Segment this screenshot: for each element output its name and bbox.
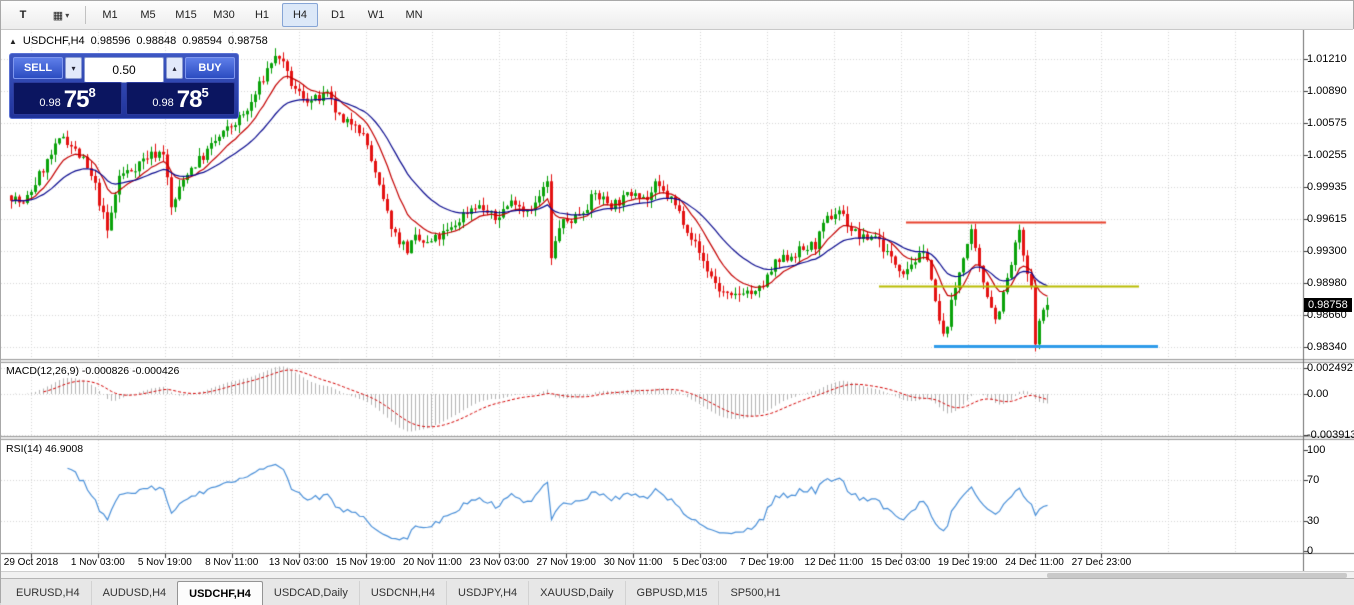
date-axis-label: 30 Nov 11:00 (603, 557, 663, 568)
chart-tab-usdjpy[interactable]: USDJPY,H4 (446, 581, 528, 605)
symbol-ohlc-header: ▲ USDCHF,H4 0.98596 0.98848 0.98594 0.98… (9, 35, 268, 47)
date-axis-label: 15 Nov 19:00 (335, 557, 396, 568)
date-axis-label: 20 Nov 11:00 (403, 557, 462, 568)
chart-tabs-bar: EURUSD,H4 AUDUSD,H4 USDCHF,H4 USDCAD,Daily U… (1, 578, 1354, 605)
date-axis-label: 13 Nov 03:00 (268, 557, 329, 568)
chart-tab-usdchf[interactable]: USDCHF,H4 (177, 581, 263, 605)
buy-price-sup: 5 (201, 85, 209, 100)
chart-tab-audusd[interactable]: AUDUSD,H4 (90, 581, 178, 605)
current-price-badge: 0.98758 (1304, 297, 1352, 312)
price-axis-label: 0.99300 (1307, 244, 1347, 257)
lot-decrease-button[interactable]: ▾ (65, 57, 82, 79)
toolbar: T ▦ ▾ M1 M5 M15 M30 H1 H4 D1 W1 MN (1, 1, 1353, 30)
price-axis-label: 0.98980 (1307, 276, 1347, 289)
chevron-down-icon: ▾ (65, 10, 70, 20)
symbol-name: USDCHF,H4 (22, 35, 85, 47)
chart-canvas[interactable] (1, 29, 1354, 571)
horizontal-scrollbar[interactable] (1, 571, 1354, 579)
date-axis-label: 23 Nov 03:00 (469, 557, 530, 568)
rsi-axis-label: 100 (1307, 444, 1326, 456)
price-axis-label: 1.01210 (1307, 53, 1347, 65)
date-axis-label: 29 Oct 2018 (3, 557, 59, 568)
price-axis-label: 1.00890 (1307, 85, 1347, 98)
chart-tab-usdcad[interactable]: USDCAD,Daily (273, 587, 348, 599)
sell-price-base: 0.98 (39, 97, 61, 109)
timeframe-button-m1[interactable]: M1 (102, 9, 118, 21)
date-axis-label: 7 Dec 19:00 (739, 557, 794, 568)
date-axis-label: 12 Dec 11:00 (804, 557, 864, 568)
price-axis-label: 0.99615 (1307, 212, 1347, 225)
price-axis-label: 1.00575 (1307, 116, 1347, 129)
macd-axis-label: 0.00 (1307, 388, 1329, 400)
lot-increase-button[interactable]: ▴ (166, 57, 183, 79)
price-axis-label: 0.99935 (1307, 180, 1347, 193)
chart-tab-sp500[interactable]: SP500,H1 (718, 581, 791, 605)
date-axis-label: 5 Nov 19:00 (137, 557, 192, 568)
price-axis-label: 1.00255 (1307, 148, 1347, 161)
macd-axis-label: -0.003913 (1307, 428, 1354, 441)
date-axis-label: 5 Dec 03:00 (673, 557, 727, 568)
timeframe-button-w1[interactable]: W1 (367, 9, 385, 21)
timeframe-button-h1[interactable]: H1 (254, 9, 270, 21)
buy-price-display[interactable]: 0.98 78 5 (126, 82, 235, 115)
text-tool-icon: T (19, 9, 27, 21)
date-axis-label: 15 Dec 03:00 (870, 557, 931, 568)
sell-price-big: 75 (63, 86, 90, 114)
chart-tab-usdcnh[interactable]: USDCNH,H4 (358, 581, 446, 605)
rsi-axis-label: 70 (1307, 474, 1320, 487)
timeframe-button-h4[interactable]: H4 (282, 3, 318, 27)
sell-price-display[interactable]: 0.98 75 8 (13, 82, 122, 115)
ohlc-high: 0.98848 (136, 35, 177, 47)
macd-label: MACD(12,26,9) -0.000826 -0.000426 (6, 365, 180, 377)
text-tool-button[interactable]: T (5, 3, 41, 27)
buy-button[interactable]: BUY (185, 57, 235, 79)
chart-tab-xauusd[interactable]: XAUUSD,Daily (528, 581, 624, 605)
buy-price-big: 78 (176, 86, 203, 114)
timeframe-button-d1[interactable]: D1 (330, 9, 346, 21)
chart-tab-gbpusd[interactable]: GBPUSD,M15 (624, 581, 719, 605)
macd-axis-label: 0.002492 (1307, 362, 1353, 375)
lot-size-input[interactable] (84, 57, 164, 83)
date-axis-label: 27 Dec 23:00 (1071, 557, 1132, 568)
timeframe-button-m30[interactable]: M30 (213, 9, 235, 21)
sell-price-sup: 8 (88, 85, 96, 100)
buy-price-base: 0.98 (152, 97, 174, 109)
ohlc-open: 0.98596 (90, 35, 131, 47)
chart-tab-eurusd[interactable]: EURUSD,H4 (16, 587, 80, 599)
ohlc-low: 0.98594 (182, 35, 222, 47)
price-axis-label: 0.98340 (1307, 340, 1347, 353)
date-axis-label: 19 Dec 19:00 (937, 557, 998, 568)
rsi-axis-label: 30 (1307, 514, 1320, 527)
chart-objects-icon: ▦ (52, 9, 64, 22)
chart-area: ▲ USDCHF,H4 0.98596 0.98848 0.98594 0.98… (1, 29, 1354, 571)
rsi-axis-label: 0 (1307, 545, 1314, 557)
date-axis-label: 1 Nov 03:00 (70, 557, 125, 568)
rsi-label: RSI(14) 46.9008 (6, 443, 84, 455)
timeframe-button-m15[interactable]: M15 (175, 9, 197, 21)
timeframe-button-m5[interactable]: M5 (140, 9, 156, 21)
date-axis-label: 8 Nov 11:00 (205, 557, 259, 568)
chart-objects-dropdown-button[interactable]: ▦ ▾ (43, 3, 79, 27)
ohlc-close: 0.98758 (227, 35, 268, 47)
sell-button[interactable]: SELL (13, 57, 63, 79)
one-click-collapse-arrow-icon[interactable]: ▲ (9, 36, 17, 46)
toolbar-separator (85, 6, 86, 24)
date-axis-label: 27 Nov 19:00 (536, 557, 596, 568)
timeframe-group: M1 M5 M15 M30 H1 H4 D1 W1 MN (91, 3, 433, 27)
timeframe-button-mn[interactable]: MN (405, 9, 423, 21)
date-axis-label: 24 Dec 11:00 (1005, 557, 1064, 568)
scrollbar-thumb[interactable] (1047, 573, 1347, 578)
